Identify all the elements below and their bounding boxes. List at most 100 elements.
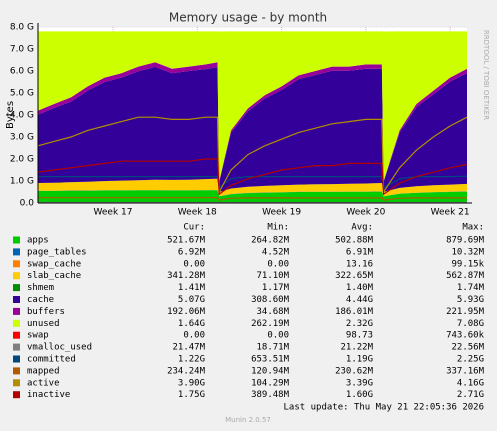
legend-min: 0.00 [267, 331, 289, 341]
legend-swatch [13, 367, 20, 375]
legend-label: slab_cache [27, 271, 81, 281]
legend-label: unused [27, 319, 60, 329]
x-tick-label: Week 17 [94, 208, 133, 218]
legend-cur: 6.92M [178, 247, 206, 257]
legend-avg: 186.01M [335, 307, 374, 317]
legend-min: 71.10M [256, 271, 289, 281]
y-tick-label: 1.0 G [10, 177, 34, 187]
legend-label: swap [27, 331, 49, 341]
legend-avg: 2.32G [346, 319, 373, 329]
legend-swatch [13, 260, 20, 268]
legend-label: mapped [27, 366, 60, 376]
x-tick-label: Week 20 [346, 208, 385, 218]
legend-cur: 1.64G [178, 319, 205, 329]
legend-avg: 230.62M [335, 366, 374, 376]
legend-min: 18.71M [256, 343, 289, 353]
legend-max: 562.87M [446, 271, 485, 281]
legend-swatch [13, 391, 20, 399]
legend-avg: 1.60G [346, 390, 373, 400]
legend-cur: 1.41M [178, 283, 206, 293]
legend-min: 34.68M [256, 307, 289, 317]
legend-label: inactive [27, 390, 70, 400]
legend-max: 22.56M [451, 343, 484, 353]
y-tick-label: 0.0 [20, 199, 35, 209]
x-tick-label: Week 19 [262, 208, 301, 218]
legend-max: 10.32M [451, 247, 484, 257]
legend-cur: 21.47M [172, 343, 205, 353]
legend-avg: 1.19G [346, 355, 373, 365]
legend-min: 104.29M [251, 378, 290, 388]
legend-cur: 521.67M [167, 236, 206, 246]
legend-max: 879.69M [446, 236, 485, 246]
legend-swatch [13, 355, 20, 363]
legend-min: 653.51M [251, 355, 290, 365]
plot-area: 0.0 1.0 G 2.0 G 3.0 G 4.0 G 5.0 G 6.0 G 7.0 G 8.… [10, 23, 472, 218]
legend-max: 5.93G [457, 295, 484, 305]
y-tick-label: 2.0 G [10, 155, 34, 165]
legend-max: 7.08G [457, 319, 484, 329]
legend-swatch [13, 379, 20, 387]
watermark: RRDTOOL / TOBI OETIKER [482, 30, 490, 120]
legend-label: cache [27, 295, 54, 305]
legend-cur: 192.06M [167, 307, 206, 317]
legend-header: Avg: [351, 223, 373, 233]
x-tick-label: Week 18 [178, 208, 217, 218]
legend-min: 120.94M [251, 366, 290, 376]
legend-min: 1.17M [262, 283, 290, 293]
legend-label: shmem [27, 283, 54, 293]
area-apps [38, 190, 467, 203]
area-slab_cache [38, 178, 467, 197]
legend-avg: 1.40M [346, 283, 374, 293]
legend-header: Cur: [183, 223, 205, 233]
legend-cur: 5.07G [178, 295, 205, 305]
x-tick-label: Week 21 [431, 208, 470, 218]
legend-avg: 3.39G [346, 378, 373, 388]
legend-swatch [13, 343, 20, 351]
legend-min: 4.52M [262, 247, 290, 257]
legend-cur: 0.00 [183, 331, 205, 341]
y-tick-label: 5.0 G [10, 89, 34, 99]
legend-avg: 98.73 [346, 331, 373, 341]
legend-min: 264.82M [251, 236, 290, 246]
line-mapped [38, 197, 467, 201]
legend-cur: 341.28M [167, 271, 206, 281]
legend-min: 389.48M [251, 390, 290, 400]
legend-swatch [13, 319, 20, 327]
y-tick-label: 7.0 G [10, 45, 34, 55]
legend-header: Max: [462, 223, 484, 233]
legend-swatch [13, 272, 20, 280]
legend-max: 4.16G [457, 378, 484, 388]
area-unused [38, 31, 467, 182]
legend-label: page_tables [27, 247, 87, 257]
legend-avg: 13.16 [346, 259, 373, 269]
legend-label: vmalloc_used [27, 343, 92, 353]
legend-swatch [13, 284, 20, 292]
legend-cur: 1.75G [178, 390, 205, 400]
legend-label: active [27, 378, 60, 388]
y-tick-label: 3.0 G [10, 133, 34, 143]
legend-cur: 0.00 [183, 259, 205, 269]
legend-swatch [13, 307, 20, 315]
legend-avg: 6.91M [346, 247, 374, 257]
legend-header: Min: [267, 223, 289, 233]
legend-avg: 4.44G [346, 295, 373, 305]
legend-swatch [13, 236, 20, 244]
legend-label: buffers [27, 307, 65, 317]
legend-swatch [13, 331, 20, 339]
version: Munin 2.0.57 [225, 416, 271, 424]
legend-max: 1.74M [457, 283, 485, 293]
legend-cur: 234.24M [167, 366, 206, 376]
line-active [37, 116, 468, 195]
legend-avg: 21.22M [340, 343, 373, 353]
y-tick-label: 4.0 G [10, 111, 34, 121]
legend-min: 0.00 [267, 259, 289, 269]
legend-max: 743.60k [446, 331, 485, 341]
legend-max: 99.15k [451, 259, 484, 269]
chart-title: Memory usage - by month [169, 11, 327, 25]
legend-label: committed [27, 355, 76, 365]
legend: Cur: Min: Avg: Max: apps 521.67M 264.82M 502.88… [13, 223, 485, 400]
line-inactive [37, 158, 468, 196]
legend-avg: 322.65M [335, 271, 374, 281]
last-update: Last update: Thu May 21 22:05:36 2026 [284, 403, 484, 413]
